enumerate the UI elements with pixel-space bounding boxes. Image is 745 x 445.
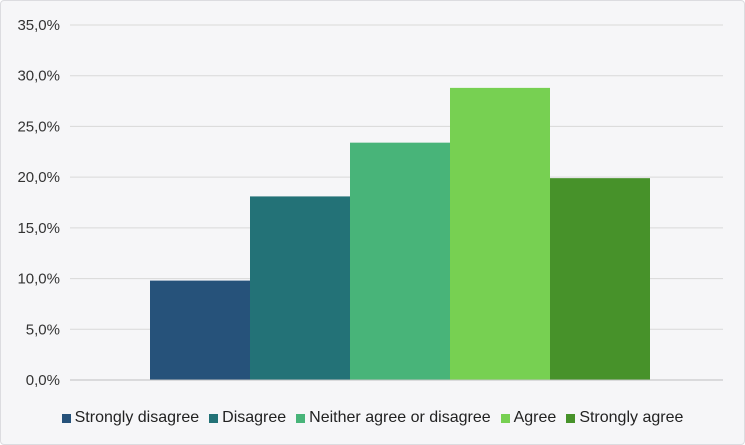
legend-label: Strongly agree <box>579 409 684 426</box>
legend-label: Neither agree or disagree <box>309 409 491 426</box>
y-axis-tick-labels: 0,0% 5,0% 10,0% 15,0% 20,0% 25,0% 30,0% 35,0% <box>17 17 60 389</box>
y-tick-label: 5,0% <box>26 321 60 338</box>
bar-disagree <box>250 196 350 380</box>
y-tick-label: 15,0% <box>17 220 60 237</box>
y-tick-label: 20,0% <box>17 169 60 186</box>
y-tick-label: 0,0% <box>26 372 60 389</box>
y-tick-label: 30,0% <box>17 68 60 85</box>
legend-label: Disagree <box>222 409 287 426</box>
legend-item: Neither agree or disagree <box>296 409 491 427</box>
legend-swatch <box>61 413 71 423</box>
bars <box>150 87 650 380</box>
y-tick-label: 35,0% <box>17 17 60 34</box>
legend-item: Strongly agree <box>566 409 683 427</box>
legend-swatch <box>500 413 510 423</box>
legend-swatch <box>566 413 576 423</box>
bar-strongly-disagree <box>150 280 250 380</box>
legend-item: Disagree <box>209 409 286 427</box>
legend-item: Strongly disagree <box>61 409 200 427</box>
bar-neither-agree-or-disagree <box>350 142 450 380</box>
y-tick-label: 25,0% <box>17 118 60 135</box>
legend-label: Strongly disagree <box>74 409 200 426</box>
legend: Strongly disagree Disagree Neither agree o… <box>0 406 745 430</box>
y-tick-label: 10,0% <box>17 271 60 288</box>
legend-swatch <box>296 413 306 423</box>
bar-agree <box>450 87 550 380</box>
bar-strongly-agree <box>550 178 650 380</box>
legend-label: Agree <box>513 409 557 426</box>
legend-item: Agree <box>500 409 557 427</box>
legend-swatch <box>209 413 219 423</box>
